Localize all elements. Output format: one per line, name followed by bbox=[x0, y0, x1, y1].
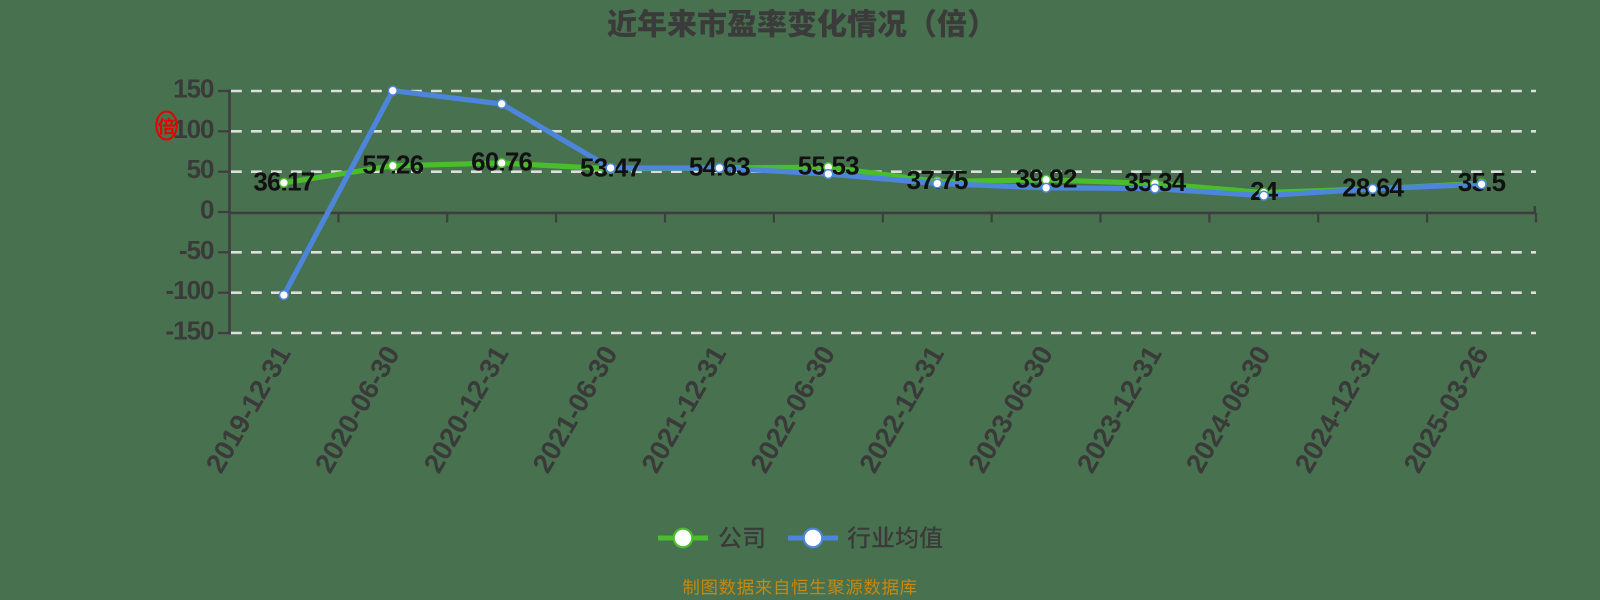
svg-text:-100: -100 bbox=[165, 275, 214, 305]
svg-text:100: 100 bbox=[173, 114, 214, 144]
svg-text:150: 150 bbox=[173, 74, 214, 104]
svg-text:0: 0 bbox=[200, 195, 214, 225]
svg-text:-150: -150 bbox=[165, 316, 214, 346]
svg-text:-50: -50 bbox=[179, 235, 214, 265]
svg-text:50: 50 bbox=[187, 154, 214, 184]
